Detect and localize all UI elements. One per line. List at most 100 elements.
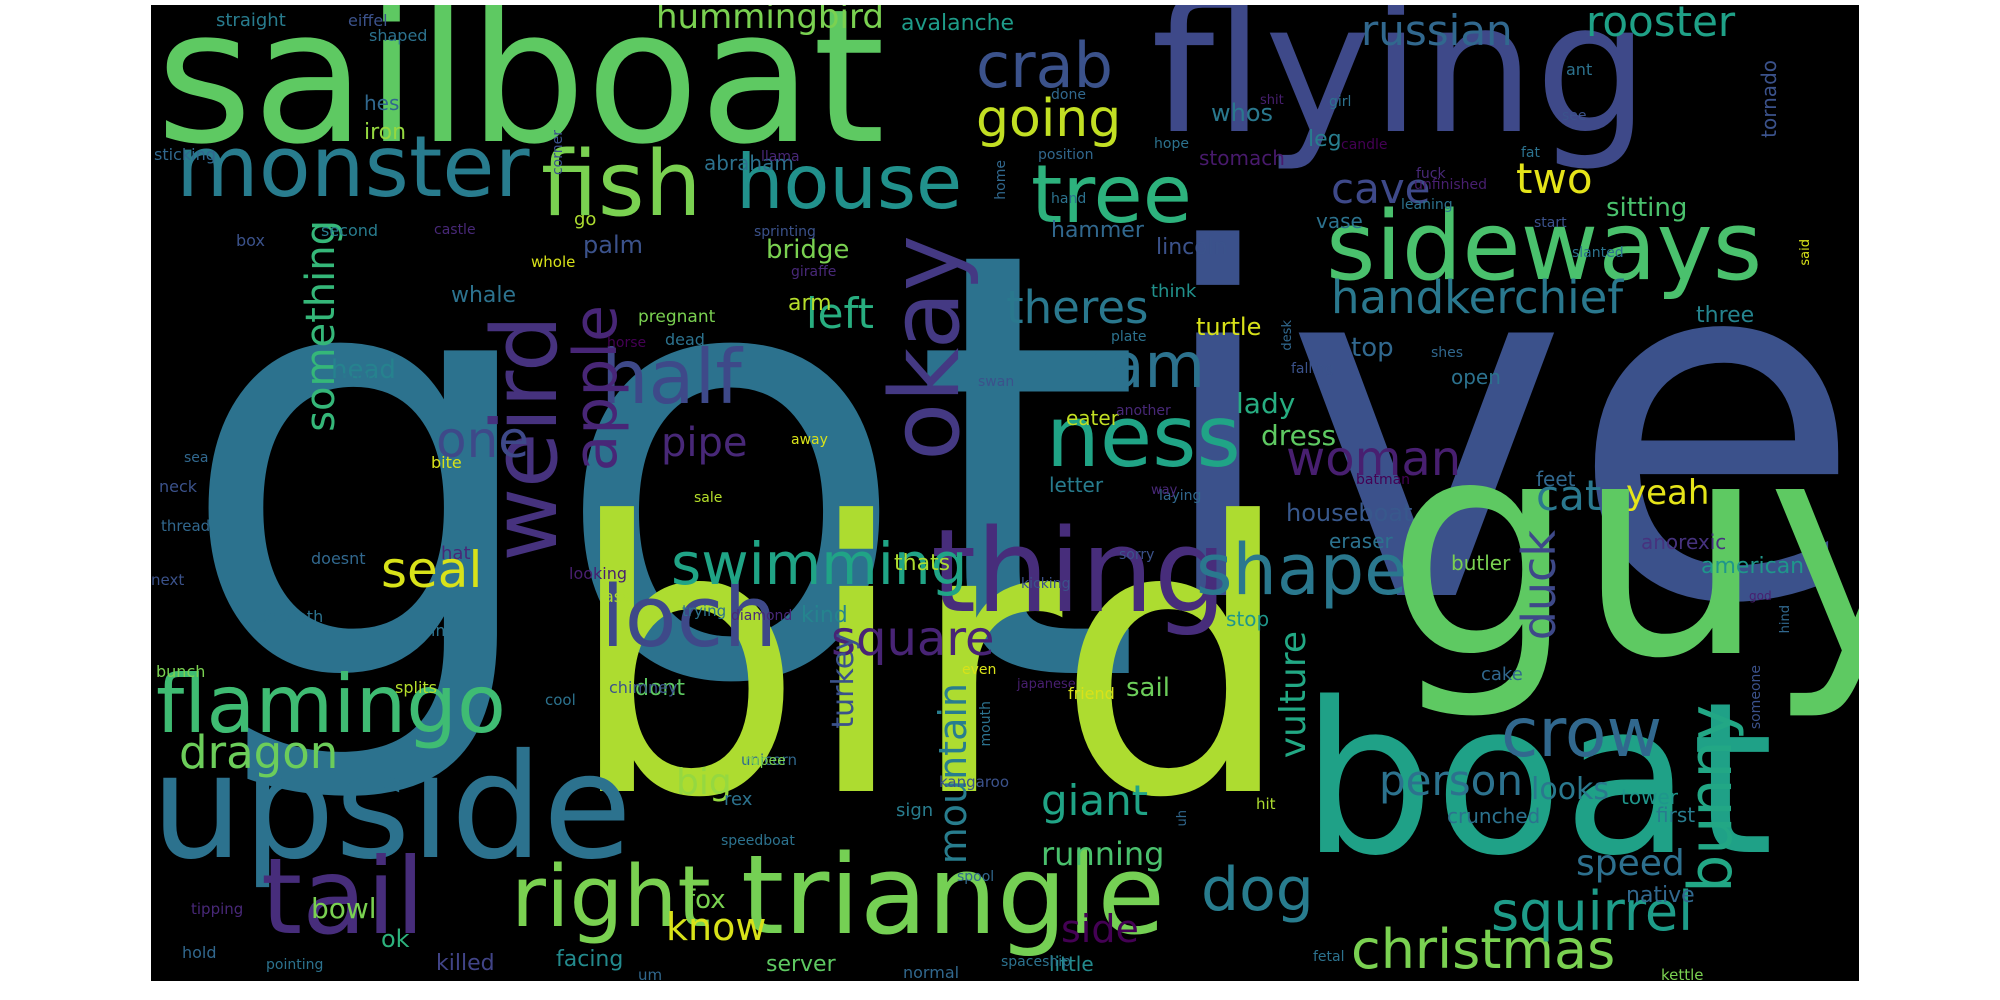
word-even: even [962,662,997,678]
word-know: know [666,905,767,949]
word-thing: thing [931,505,1227,639]
word-crunched: crunched [1447,804,1541,828]
word-flamingo: flamingo [156,658,506,751]
word-sitting: sitting [1606,193,1688,223]
word-hammer: hammer [1051,218,1144,243]
word-dont: dont [635,676,685,701]
word-sail: sail [1126,673,1170,703]
word-fox: fox [686,885,726,915]
word-server: server [766,952,836,977]
word-splits: splits [395,678,437,697]
word-bridge: bridge [766,235,850,265]
word-giant: giant [1041,776,1149,825]
word-left: left [806,289,875,338]
word-stop: stop [1226,607,1270,631]
word-shit: shit [1260,93,1284,108]
word-dog: dog [1201,855,1314,925]
word-laying: laying [1159,488,1202,504]
word-lady: lady [1236,387,1296,420]
word-go: go [574,209,597,230]
word-said: said [1798,239,1813,266]
word-letter: letter [1049,473,1104,497]
word-hand: hand [1051,191,1087,207]
word-candle: candle [1341,137,1388,153]
word-hope: hope [1154,136,1189,152]
word-shes: shes [1431,345,1464,361]
word-horse: horse [607,335,647,351]
word-leaning: leaning [1401,197,1453,213]
word-fetal: fetal [1313,949,1345,965]
word-seal: seal [381,541,483,599]
word-tower: tower [1621,785,1678,809]
word-sale: sale [694,490,723,506]
word-turkey: turkey [826,633,861,729]
word-person: person [1379,756,1523,805]
word-vulture: vulture [1273,631,1314,759]
word-cat: cat [1536,471,1602,520]
word-avalanche: avalanche [901,11,1015,36]
word-native: native [1626,883,1695,908]
word-monster: monster [176,118,530,217]
word-mouth: mouth [978,701,994,747]
word-way: way [1151,483,1178,498]
word-whole: whole [531,253,576,271]
word-first: first [1656,803,1696,827]
word-normal: normal [903,963,960,981]
word-head: head [331,355,396,385]
word-facing: facing [556,947,624,972]
word-leg: leg [1308,127,1342,152]
word-half: half [601,333,742,421]
word-kicking: kicking [1021,576,1071,592]
word-bird: bird [566,444,1294,880]
word-big: big [676,762,732,803]
word-ass: ass [604,587,631,606]
word-desk: desk [1280,320,1295,351]
word-batman: batman [1356,472,1411,488]
word-tail: tail [261,836,425,958]
word-sticking: sticking [154,145,216,164]
word-start: start [1534,215,1567,231]
word-square: square [831,611,995,667]
word-someone: someone [1748,665,1764,730]
word-spool: spool [957,869,995,885]
word-god: god [1749,589,1772,603]
word-another: another [1116,403,1171,419]
word-eraser: eraser [1329,529,1393,553]
word-corner: corner [550,130,566,176]
word-ant: ant [1566,60,1593,79]
word-rex: rex [724,789,753,810]
word-position: position [1038,147,1094,163]
word-im: im [431,621,452,640]
word-castle: castle [434,222,476,238]
word-doesnt: doesnt [311,549,366,568]
word-squirrel: squirrel [1491,880,1694,943]
word-beneath: beneath [257,607,324,626]
word-diamond: diamond [731,608,793,624]
word-guy: guy [1386,375,1859,724]
word-swan: swan [978,374,1015,390]
word-second: second [321,221,379,240]
word-looks: looks [1531,772,1610,807]
word-friend: friend [1068,684,1115,703]
word-thread: thread [161,517,211,535]
word-rupee: rupee [745,753,786,769]
word-spaceship: spaceship [1001,954,1072,970]
word-running: running [1041,835,1165,873]
word-sea: sea [184,450,209,466]
word-box: box [236,231,265,250]
word-dress: dress [1261,419,1337,452]
word-okay: okay [871,235,981,461]
word-turtle: turtle [1196,313,1262,341]
word-top: top [1351,333,1394,363]
word-hind: hind [1778,605,1793,634]
word-kettle: kettle [1661,966,1704,982]
word-sign: sign [896,800,934,821]
word-right: right [511,848,711,947]
word-home: home [993,160,1009,200]
word-ive: ive [1151,150,1859,709]
word-palm: palm [583,231,643,259]
word-killed: killed [436,951,495,976]
word-vase: vase [1316,209,1363,233]
word-bunny: bunny [1676,705,1746,893]
word-hit: hit [1256,795,1276,813]
